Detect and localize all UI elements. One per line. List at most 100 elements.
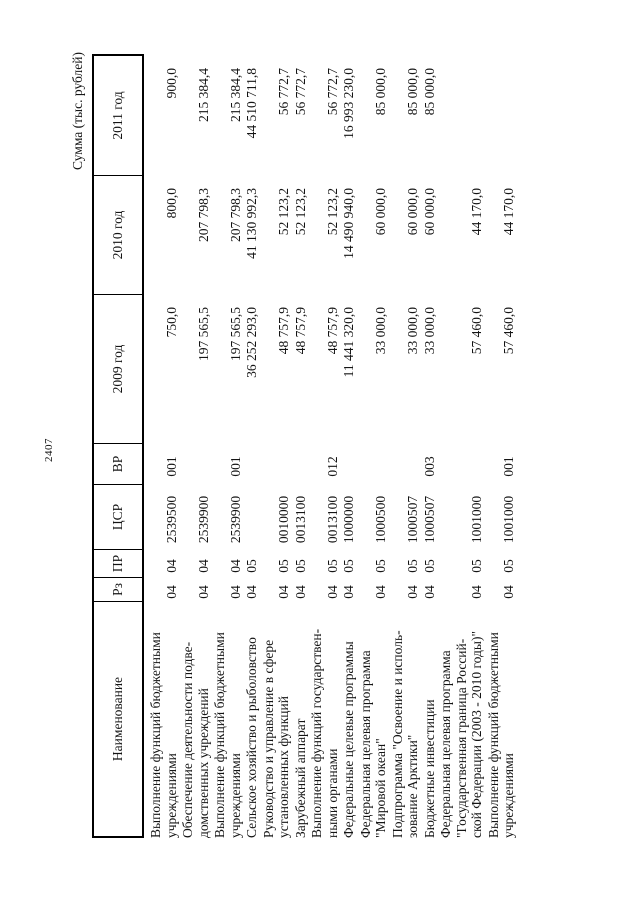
col-header-pr: ПР — [94, 550, 142, 578]
cell-vr: 001 — [227, 456, 243, 477]
name-line: Обеспечение деятельности подве- — [180, 641, 195, 838]
cell-rz: 04 — [195, 585, 211, 599]
name-line: Бюджетные инвестиции — [421, 699, 437, 838]
cell-vr: 012 — [324, 456, 340, 477]
cell-2011: 85 000,0 — [421, 68, 437, 116]
cell-csr: 2539500 — [163, 495, 179, 544]
col-header-2011: 2011 год — [94, 56, 142, 176]
table-row: Подпрограмма "Освоение и исполь-зование … — [390, 54, 421, 838]
col-header-name: Наименование — [110, 676, 125, 762]
cell-rz: 04 — [276, 585, 291, 599]
cell-2010: 52 123,2 — [276, 188, 291, 236]
cell-name: Выполнение функций бюджетными учреждениям… — [486, 604, 517, 838]
cell-pr: 05 — [341, 559, 356, 573]
cell-csr: 1000507 — [405, 495, 420, 544]
cell-pr: 04 — [195, 559, 211, 573]
table-body: Выполнение функций бюджетными учреждениям… — [144, 54, 517, 838]
col-header-2009: 2009 год — [94, 295, 142, 444]
name-line: Выполнение функций государствен- — [309, 628, 324, 838]
name-line: Федеральная целевая программа — [357, 650, 373, 838]
cell-2009: 197 565,5 — [227, 307, 243, 361]
name-line: учреждениями — [227, 753, 243, 838]
name-line: ными органами — [324, 748, 340, 838]
name-line: Выполнение функций бюджетными — [148, 632, 163, 838]
cell-pr: 04 — [227, 559, 243, 573]
cell-2009: 57 460,0 — [501, 307, 516, 355]
cell-name: Федеральная целевая программа "Государств… — [438, 604, 485, 838]
cell-name: Выполнение функций бюджетными учреждениям… — [148, 604, 179, 838]
cell-csr: 2539900 — [195, 495, 211, 544]
cell-2011: 56 772,7 — [324, 68, 340, 116]
col-header-vr: ВР — [94, 444, 142, 485]
cell-2010: 60 000,0 — [373, 188, 388, 236]
table-row: Федеральные целевые программы 04 05 1000… — [341, 54, 357, 838]
table-row: Федеральная целевая программа "Государств… — [438, 54, 485, 838]
cell-rz: 04 — [373, 585, 388, 599]
col-header-csr: ЦСР — [94, 485, 142, 550]
cell-2010: 52 123,2 — [324, 188, 340, 236]
cell-rz: 04 — [421, 585, 437, 599]
cell-pr: 05 — [501, 559, 516, 573]
cell-name: Бюджетные инвестиции — [422, 604, 438, 838]
cell-csr: 0013100 — [324, 495, 340, 544]
col-header-2010: 2010 год — [94, 176, 142, 295]
cell-2011: 215 384,4 — [227, 68, 243, 122]
cell-rz: 04 — [163, 585, 179, 599]
name-line: "Мировой океан" — [373, 738, 388, 838]
cell-name: Федеральные целевые программы — [341, 604, 357, 838]
cell-csr: 0013100 — [292, 495, 308, 544]
name-line: Сельское хозяйство и рыболовство — [244, 637, 259, 838]
cell-name: Федеральная целевая программа "Мировой ок… — [358, 604, 389, 838]
cell-vr: 001 — [163, 456, 179, 477]
budget-table: Наименование Рз ПР ЦСР ВР 2009 год 2010 … — [92, 54, 517, 838]
name-line: Подпрограмма "Освоение и исполь- — [389, 630, 405, 838]
table-row: Сельское хозяйство и рыболовство 04 05 3… — [244, 54, 260, 838]
name-line: Федеральные целевые программы — [341, 641, 356, 838]
cell-pr: 05 — [469, 559, 484, 573]
cell-2010: 207 798,3 — [227, 188, 243, 242]
cell-2010: 52 123,2 — [292, 188, 308, 236]
cell-pr: 05 — [292, 559, 308, 573]
cell-name: Сельское хозяйство и рыболовство — [244, 604, 260, 838]
table-row: Выполнение функций бюджетными учреждениям… — [148, 54, 179, 838]
name-line: учреждениями — [163, 753, 179, 838]
cell-2011: 85 000,0 — [405, 68, 420, 116]
name-line: ской Федерации (2003 - 2010 годы)" — [469, 631, 484, 838]
cell-pr: 05 — [324, 559, 340, 573]
cell-2009: 750,0 — [163, 307, 179, 338]
cell-2010: 14 490 940,0 — [341, 188, 356, 259]
cell-2010: 207 798,3 — [195, 188, 211, 242]
cell-rz: 04 — [501, 585, 516, 599]
cell-csr: 1000000 — [341, 495, 356, 544]
cell-pr: 05 — [421, 559, 437, 573]
cell-2009: 48 757,9 — [276, 307, 291, 355]
cell-2011: 85 000,0 — [373, 68, 388, 116]
cell-2009: 57 460,0 — [469, 307, 484, 355]
cell-2009: 33 000,0 — [421, 307, 437, 355]
cell-name: Зарубежный аппарат — [293, 604, 309, 838]
cell-2011: 16 993 230,0 — [341, 68, 356, 139]
cell-rz: 04 — [469, 585, 484, 599]
cell-pr: 05 — [405, 559, 420, 573]
name-line: зование Арктики" — [405, 734, 420, 838]
cell-2011: 44 510 711,8 — [244, 68, 259, 139]
cell-2010: 44 170,0 — [469, 188, 484, 236]
name-line: установленных функций — [276, 696, 291, 838]
cell-pr: 05 — [276, 559, 291, 573]
cell-csr: 2539900 — [227, 495, 243, 544]
cell-2009: 11 441 320,0 — [341, 307, 356, 378]
cell-pr: 04 — [163, 559, 179, 573]
cell-csr: 1001000 — [501, 495, 516, 544]
cell-name: Выполнение функций бюджетными учреждениям… — [212, 604, 243, 838]
cell-rz: 04 — [324, 585, 340, 599]
cell-csr: 0010000 — [276, 495, 291, 544]
cell-2009: 48 757,9 — [292, 307, 308, 355]
cell-rz: 04 — [244, 585, 259, 599]
cell-2009: 33 000,0 — [405, 307, 420, 355]
cell-csr: 1000500 — [373, 495, 388, 544]
table-row: Обеспечение деятельности подве-домственн… — [180, 54, 211, 838]
cell-2009: 33 000,0 — [373, 307, 388, 355]
cell-2011: 56 772,7 — [276, 68, 291, 116]
cell-rz: 04 — [405, 585, 420, 599]
